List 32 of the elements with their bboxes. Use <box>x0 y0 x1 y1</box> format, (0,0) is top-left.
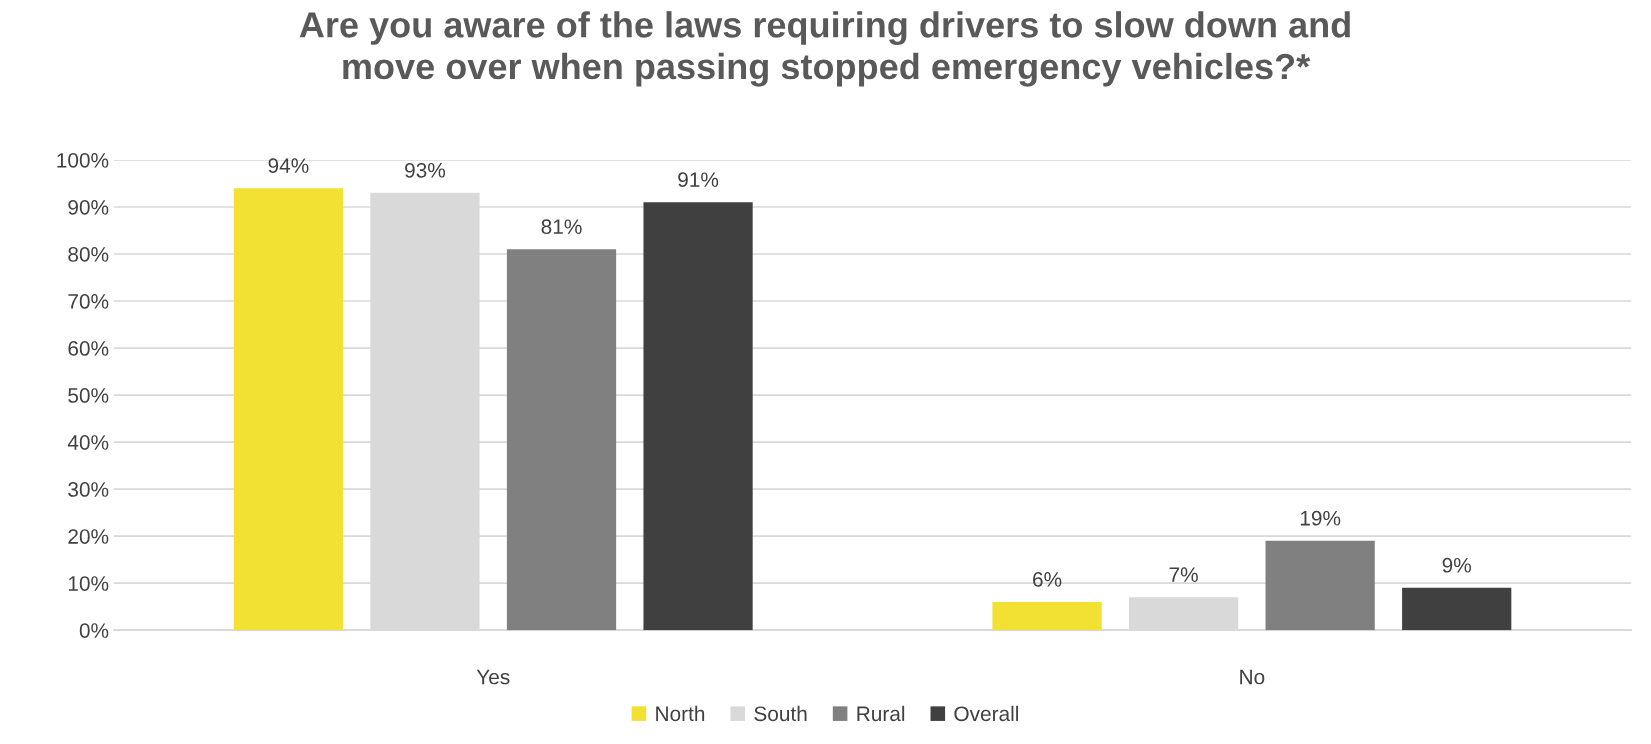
bar <box>506 249 617 631</box>
data-label: 7% <box>1169 567 1198 582</box>
data-label: 91% <box>678 172 719 188</box>
data-label: 9% <box>1442 557 1472 573</box>
bar <box>643 202 753 631</box>
y-tick-label: 40% <box>67 435 109 450</box>
y-tick-label: 70% <box>68 294 109 309</box>
data-label: 93% <box>405 162 446 178</box>
legend-label: North <box>656 705 705 722</box>
legend-label: Overall <box>954 705 1019 722</box>
y-tick-label: 60% <box>68 341 109 356</box>
y-tick-label: 0% <box>79 623 109 638</box>
x-tick-label: No <box>1240 669 1265 685</box>
data-label: 19% <box>1300 510 1341 526</box>
x-tick-label: Yes <box>476 669 510 685</box>
y-tick-label: 90% <box>68 199 109 215</box>
data-label: 81% <box>541 219 582 235</box>
y-tick-label: 20% <box>68 529 109 544</box>
y-tick-label: 50% <box>68 388 109 403</box>
y-tick-label: 30% <box>68 482 109 497</box>
bar <box>992 601 1102 631</box>
legend-label: South <box>754 705 807 722</box>
chart-title: Are you aware of the laws requiring drivers to slow down and move over when passing stopped emergency vehicles?* <box>299 11 1350 87</box>
bar <box>233 188 344 631</box>
data-label: 6% <box>1033 571 1062 587</box>
y-tick-label: 80% <box>68 247 109 262</box>
bar <box>1265 540 1375 631</box>
y-tick-label: 10% <box>68 576 109 591</box>
y-tick-label: 100% <box>57 152 109 168</box>
legend-label: Rural <box>857 705 905 722</box>
bar <box>1402 587 1512 631</box>
data-label: 94% <box>268 158 309 173</box>
